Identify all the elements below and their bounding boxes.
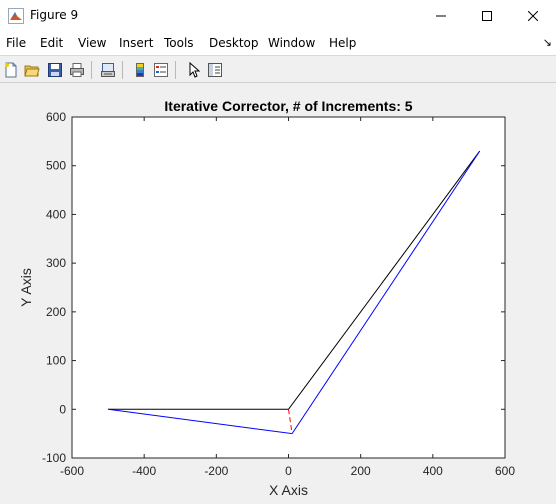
y-tick-label: 300 [46, 256, 66, 270]
link-plot-button[interactable] [98, 60, 118, 80]
menu-window[interactable]: Window [268, 36, 316, 50]
x-tick-label: 400 [423, 464, 443, 478]
minimize-icon [436, 15, 446, 16]
save-button[interactable] [45, 60, 65, 80]
menu-tools[interactable]: Tools [164, 36, 194, 50]
y-tick-label: 600 [46, 110, 66, 124]
pointer-button[interactable] [184, 60, 204, 80]
menu-file[interactable]: File [6, 36, 27, 50]
x-tick-label: -400 [132, 464, 156, 478]
x-axis-label: X Axis [269, 482, 308, 498]
colorbar-icon [136, 63, 144, 77]
window-title: Figure 9 [30, 8, 79, 22]
x-tick-label: 600 [495, 464, 515, 478]
axes-frame [71, 116, 506, 459]
save-icon [48, 63, 62, 77]
matlab-logo-icon [8, 8, 24, 24]
menu-edit[interactable]: Edit [40, 36, 64, 50]
property-editor-icon [208, 63, 222, 77]
close-icon [528, 10, 538, 21]
new-figure-icon [5, 62, 17, 78]
pointer-icon [189, 62, 201, 78]
y-tick-label: 100 [46, 354, 66, 368]
open-file-icon [24, 65, 40, 77]
series-line-2 [288, 409, 293, 434]
legend-icon [154, 63, 168, 77]
y-tick-label: 500 [46, 159, 66, 173]
menu-insert[interactable]: Insert [119, 36, 154, 50]
menu-view[interactable]: View [78, 36, 107, 50]
axes-background [72, 117, 505, 458]
y-tick-label: 400 [46, 207, 66, 221]
window-titlebar: Figure 9 [0, 0, 556, 31]
y-tick-label: 0 [59, 402, 66, 416]
print-button[interactable] [67, 60, 87, 80]
menu-desktop[interactable]: Desktop [209, 36, 259, 50]
new-figure-button[interactable] [1, 60, 21, 80]
x-tick-label: -200 [204, 464, 228, 478]
dock-arrow-icon[interactable]: ↘ [542, 37, 552, 49]
print-icon [70, 63, 84, 77]
toolbar-separator [122, 61, 123, 79]
colorbar-button[interactable] [130, 60, 150, 80]
toolbar-separator [91, 61, 92, 79]
y-axis-label: Y Axis [18, 268, 34, 307]
open-file-button[interactable] [22, 60, 42, 80]
property-editor-button[interactable] [205, 60, 225, 80]
menu-help[interactable]: Help [329, 36, 357, 50]
line-chart[interactable]: -600 -400 -200 0 200 400 600 -100 0 100 200 300 400 5… [0, 84, 556, 504]
close-button[interactable] [510, 0, 556, 31]
maximize-button[interactable] [464, 0, 510, 31]
x-tick-label: 0 [285, 464, 292, 478]
menu-bar: File Edit View Insert Tools Desktop Wind… [0, 31, 556, 55]
minimize-button[interactable] [418, 0, 464, 31]
chart-title: Iterative Corrector, # of Increments: 5 [164, 98, 412, 114]
x-tick-label: 200 [351, 464, 371, 478]
y-tick-label: -100 [42, 451, 66, 465]
figure-toolbar [0, 55, 556, 83]
toolbar-separator [175, 61, 176, 79]
x-tick-label: -600 [60, 464, 84, 478]
legend-button[interactable] [151, 60, 171, 80]
y-tick-label: 200 [46, 305, 66, 319]
maximize-icon [482, 10, 492, 21]
link-plot-icon [101, 63, 115, 77]
